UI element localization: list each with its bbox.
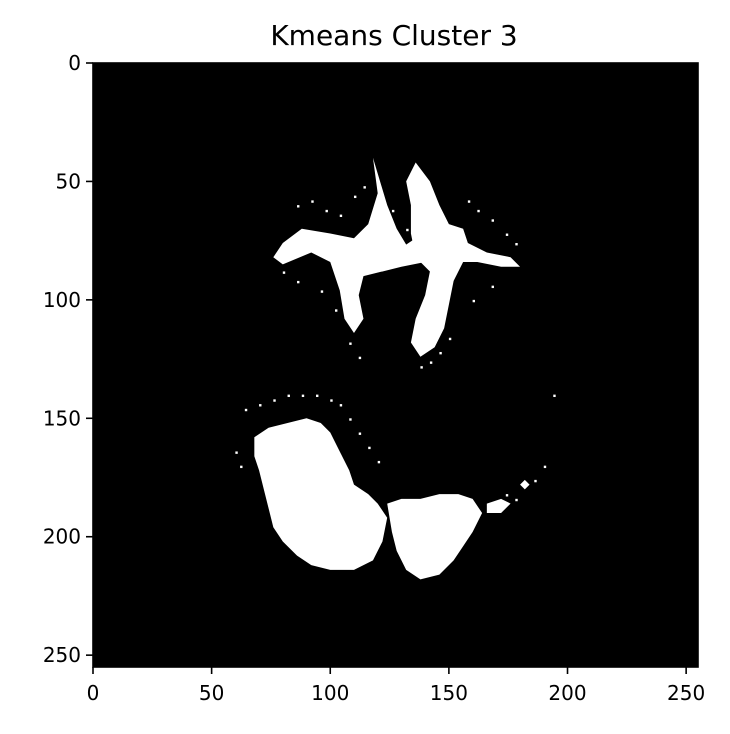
cluster-voxel — [406, 229, 408, 231]
cluster-voxel — [534, 480, 536, 482]
cluster-voxel — [492, 286, 494, 288]
cluster-voxel — [316, 395, 318, 397]
cluster-voxel — [297, 205, 299, 207]
cluster-voxel — [392, 210, 394, 212]
cluster-voxel — [349, 418, 351, 420]
y-tick-label: 250 — [43, 643, 81, 667]
cluster-voxel — [368, 447, 370, 449]
cluster-voxel — [473, 300, 475, 302]
y-tick-label: 100 — [43, 288, 81, 312]
x-tick-label: 0 — [87, 681, 100, 705]
y-axis: 0 50 100 150 200 250 — [43, 51, 93, 667]
cluster-voxel — [240, 466, 242, 468]
cluster-voxel — [326, 210, 328, 212]
y-tick-label: 150 — [43, 406, 81, 430]
cluster-voxel — [302, 395, 304, 397]
cluster-voxel — [468, 200, 470, 202]
y-tick-label: 50 — [56, 169, 81, 193]
cluster-voxel — [468, 527, 470, 529]
cluster-voxel — [506, 234, 508, 236]
cluster-voxel — [349, 342, 351, 344]
cluster-voxel — [259, 404, 261, 406]
cluster-voxel — [477, 210, 479, 212]
plot-area — [93, 63, 698, 667]
cluster-voxel — [335, 309, 337, 311]
cluster-voxel — [340, 215, 342, 217]
cluster-voxel — [553, 395, 555, 397]
cluster-voxel — [492, 219, 494, 221]
x-tick-label: 200 — [548, 681, 586, 705]
cluster-voxel — [449, 338, 451, 340]
cluster-voxel — [273, 399, 275, 401]
x-tick-label: 100 — [311, 681, 349, 705]
cluster-voxel — [354, 196, 356, 198]
cluster-voxel — [359, 357, 361, 359]
cluster-voxel — [359, 433, 361, 435]
cluster-voxel — [515, 243, 517, 245]
cluster-voxel — [544, 466, 546, 468]
cluster-voxel — [378, 461, 380, 463]
chart-title: Kmeans Cluster 3 — [270, 19, 517, 52]
cluster-voxel — [439, 352, 441, 354]
cluster-voxel — [245, 409, 247, 411]
cluster-voxel — [506, 494, 508, 496]
cluster-voxel — [330, 399, 332, 401]
cluster-voxel — [363, 186, 365, 188]
cluster-voxel — [321, 290, 323, 292]
cluster-voxel — [340, 404, 342, 406]
y-tick-label: 200 — [43, 525, 81, 549]
x-tick-label: 50 — [199, 681, 224, 705]
x-axis: 0 50 100 150 200 250 — [87, 667, 706, 705]
cluster-voxel — [283, 271, 285, 273]
x-tick-label: 250 — [667, 681, 705, 705]
cluster-voxel — [297, 281, 299, 283]
cluster-voxel — [430, 361, 432, 363]
cluster-voxel — [311, 200, 313, 202]
image-background — [93, 63, 698, 667]
cluster-voxel — [373, 527, 375, 529]
y-tick-label: 0 — [68, 51, 81, 75]
cluster-voxel — [515, 499, 517, 501]
cluster-voxel — [235, 451, 237, 453]
cluster-voxel — [420, 366, 422, 368]
cluster-voxel — [288, 395, 290, 397]
x-tick-label: 150 — [430, 681, 468, 705]
